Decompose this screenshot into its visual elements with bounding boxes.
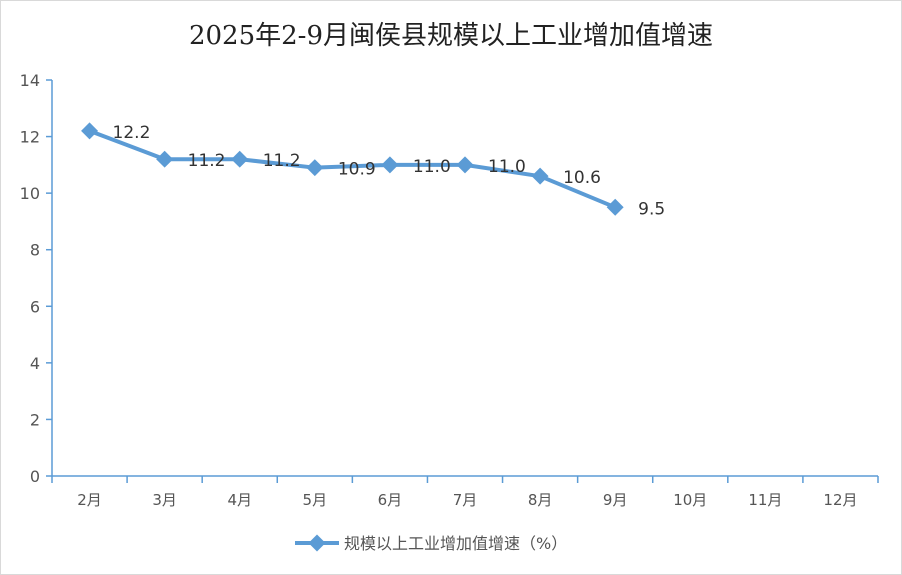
chart-title: 2025年2-9月闽侯县规模以上工业增加值增速 <box>189 21 713 51</box>
data-label: 9.5 <box>638 199 665 219</box>
y-tick-label: 6 <box>30 297 40 316</box>
y-tick-label: 8 <box>30 241 40 260</box>
x-tick-label: 4月 <box>227 491 252 509</box>
data-label: 11.2 <box>263 151 301 171</box>
data-label: 11.0 <box>488 157 526 177</box>
data-label: 12.2 <box>113 123 151 143</box>
x-tick-label: 11月 <box>748 491 782 509</box>
data-point-marker <box>606 198 624 216</box>
data-point-marker <box>231 150 249 168</box>
x-tick-label: 9月 <box>603 491 628 509</box>
data-point-marker <box>531 167 549 185</box>
legend-diamond-marker <box>308 534 326 552</box>
x-tick-label: 7月 <box>453 491 478 509</box>
y-tick-label: 12 <box>20 128 40 147</box>
x-tick-label: 6月 <box>378 491 403 509</box>
data-point-marker <box>381 156 399 174</box>
data-point-marker <box>306 159 324 177</box>
x-tick-label: 10月 <box>673 491 707 509</box>
data-label: 11.2 <box>188 151 226 171</box>
data-point-marker <box>81 122 99 140</box>
data-label: 10.6 <box>563 168 601 188</box>
series-line <box>88 129 616 210</box>
y-tick-label: 4 <box>30 354 40 373</box>
x-tick-label: 3月 <box>152 491 177 509</box>
x-tick-label: 12月 <box>823 491 857 509</box>
x-tick-label: 2月 <box>77 491 102 509</box>
data-label: 11.0 <box>413 157 451 177</box>
data-point-marker <box>156 150 174 168</box>
y-tick-label: 2 <box>30 410 40 429</box>
y-tick-label: 0 <box>30 467 40 486</box>
data-point-marker <box>456 156 474 174</box>
x-tick-label: 8月 <box>528 491 553 509</box>
y-tick-label: 14 <box>20 71 40 90</box>
x-tick-label: 5月 <box>303 491 328 509</box>
legend-label: 规模以上工业增加值增速（%） <box>344 534 567 553</box>
y-tick-label: 10 <box>20 184 40 203</box>
data-label: 10.9 <box>338 160 376 180</box>
legend[interactable]: 规模以上工业增加值增速（%） <box>295 534 567 553</box>
